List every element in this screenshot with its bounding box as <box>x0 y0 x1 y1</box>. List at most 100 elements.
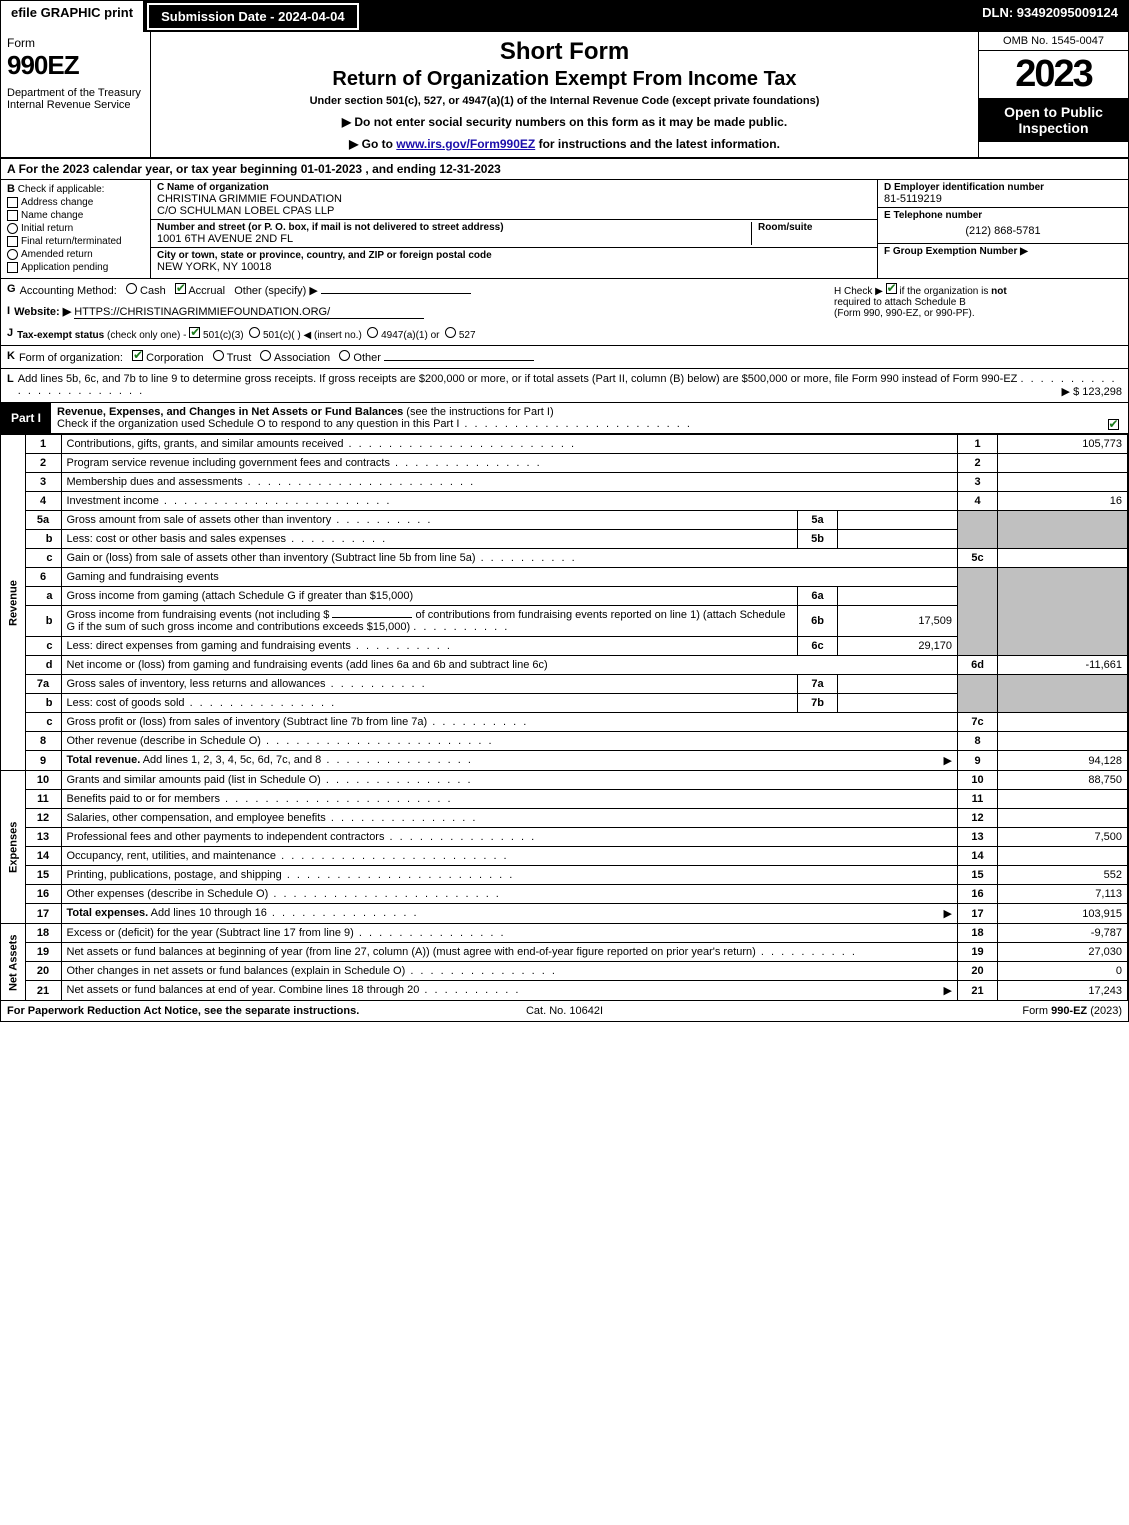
amt: 27,030 <box>998 943 1128 962</box>
opt-amended-return[interactable]: Amended return <box>7 249 144 260</box>
form-title-main: Return of Organization Exempt From Incom… <box>159 68 970 91</box>
ln: a <box>25 587 61 606</box>
rn: 8 <box>958 732 998 751</box>
ein-label: D Employer identification number <box>884 182 1122 193</box>
g-other-blank[interactable] <box>321 293 471 294</box>
dots-icon <box>268 888 501 900</box>
org-name-2: C/O SCHULMAN LOBEL CPAS LLP <box>157 205 871 217</box>
opt-label: Name change <box>21 210 83 221</box>
mini-val <box>838 587 958 606</box>
desc-text: Net assets or fund balances at beginning… <box>67 946 756 958</box>
opt-address-change[interactable]: Address change <box>7 197 144 208</box>
g-label: G <box>7 283 16 295</box>
dln-label: DLN: 93492095009124 <box>972 1 1128 32</box>
ln: 1 <box>25 435 61 454</box>
radio-icon[interactable] <box>445 327 456 338</box>
j-label: J <box>7 327 13 339</box>
dots-icon <box>326 678 427 690</box>
efile-print-label[interactable]: efile GRAPHIC print <box>1 1 145 32</box>
tel-label: E Telephone number <box>884 210 1122 221</box>
irs-link[interactable]: www.irs.gov/Form990EZ <box>396 137 535 151</box>
ln: c <box>25 637 61 656</box>
g-accrual: Accrual <box>188 285 225 297</box>
checkbox-checked-icon[interactable] <box>132 350 143 361</box>
checkbox-checked-icon <box>1108 419 1119 430</box>
checkbox-checked-icon[interactable] <box>189 327 200 338</box>
section-a-text: For the 2023 calendar year, or tax year … <box>19 162 501 176</box>
netassets-sidelabel: Net Assets <box>1 924 25 1001</box>
dots-icon <box>459 418 692 430</box>
line-20: 20 Other changes in net assets or fund b… <box>1 962 1128 981</box>
radio-icon[interactable] <box>126 283 137 294</box>
dots-icon <box>343 438 576 450</box>
desc: Occupancy, rent, utilities, and maintena… <box>61 847 958 866</box>
desc: Professional fees and other payments to … <box>61 828 958 847</box>
dots-icon <box>243 476 476 488</box>
mini-val <box>838 694 958 713</box>
ln: 17 <box>25 904 61 924</box>
section-g: G Accounting Method: Cash Accrual Other … <box>1 279 828 301</box>
dots-icon <box>220 793 453 805</box>
ln: 4 <box>25 492 61 511</box>
opt-application-pending[interactable]: Application pending <box>7 262 144 273</box>
part-i-header: Part I Revenue, Expenses, and Changes in… <box>1 403 1128 434</box>
dots-icon <box>405 965 557 977</box>
form-990ez-page: efile GRAPHIC print Submission Date - 20… <box>0 0 1129 1022</box>
opt-name-change[interactable]: Name change <box>7 210 144 221</box>
h-t1: Check ▶ <box>844 286 883 297</box>
radio-icon[interactable] <box>213 350 224 361</box>
desc: Less: cost of goods sold <box>61 694 798 713</box>
section-b: B Check if applicable: Address change Na… <box>1 180 151 278</box>
amt <box>998 549 1128 568</box>
desc-text: Net assets or fund balances at end of ye… <box>67 984 420 996</box>
part-i-checkbox[interactable] <box>1098 403 1128 433</box>
i-label: I <box>7 305 10 317</box>
line-13: 13 Professional fees and other payments … <box>1 828 1128 847</box>
amt <box>998 713 1128 732</box>
radio-icon[interactable] <box>367 327 378 338</box>
header-left: Form 990EZ Department of the TreasuryInt… <box>1 32 151 157</box>
radio-icon[interactable] <box>249 327 260 338</box>
section-def: D Employer identification number 81-5119… <box>878 180 1128 278</box>
k-other-blank[interactable] <box>384 360 534 361</box>
h-label: H <box>834 286 841 297</box>
desc-text: Investment income <box>67 495 159 507</box>
desc-text: Other expenses (describe in Schedule O) <box>67 888 269 900</box>
checkbox-checked-icon[interactable] <box>886 283 897 294</box>
form-number: 990EZ <box>7 50 144 81</box>
radio-icon[interactable] <box>339 350 350 361</box>
part-i-title: Revenue, Expenses, and Changes in Net As… <box>57 406 403 418</box>
desc: Gross income from fundraising events (no… <box>61 606 798 637</box>
header-center: Short Form Return of Organization Exempt… <box>151 32 978 157</box>
ln: 11 <box>25 790 61 809</box>
ln: b <box>25 694 61 713</box>
dots-icon <box>331 514 432 526</box>
checkbox-icon <box>7 236 18 247</box>
opt-initial-return[interactable]: Initial return <box>7 223 144 234</box>
desc-text: Benefits paid to or for members <box>67 793 220 805</box>
desc-text: Excess or (deficit) for the year (Subtra… <box>67 927 354 939</box>
j-sub: (check only one) - <box>107 330 186 341</box>
desc-text: Occupancy, rent, utilities, and maintena… <box>67 850 277 862</box>
org-name-1: CHRISTINA GRIMMIE FOUNDATION <box>157 193 871 205</box>
checkbox-icon <box>7 210 18 221</box>
section-c: C Name of organization CHRISTINA GRIMMIE… <box>151 180 878 278</box>
rn: 20 <box>958 962 998 981</box>
b-label: B <box>7 183 15 195</box>
amt: 94,128 <box>998 751 1128 771</box>
footer-left: For Paperwork Reduction Act Notice, see … <box>7 1005 379 1017</box>
desc: Excess or (deficit) for the year (Subtra… <box>61 924 958 943</box>
rn: 16 <box>958 885 998 904</box>
ln: 20 <box>25 962 61 981</box>
blank[interactable] <box>332 617 412 618</box>
rn-grey <box>958 675 998 713</box>
arrow-icon <box>944 984 952 997</box>
checkbox-checked-icon[interactable] <box>175 283 186 294</box>
mini-ln: 5b <box>798 530 838 549</box>
radio-icon[interactable] <box>260 350 271 361</box>
mini-val <box>838 675 958 694</box>
tel-value: (212) 868-5781 <box>884 221 1122 241</box>
desc: Total expenses. Add lines 10 through 16 <box>61 904 958 924</box>
opt-final-return[interactable]: Final return/terminated <box>7 236 144 247</box>
submission-date: Submission Date - 2024-04-04 <box>147 3 359 30</box>
